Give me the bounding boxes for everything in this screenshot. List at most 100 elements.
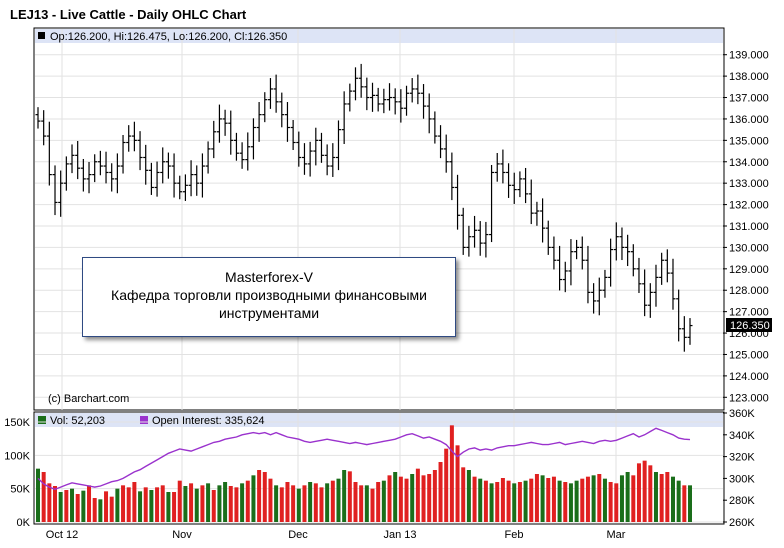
ohlc-bar bbox=[562, 261, 568, 293]
volume-bar bbox=[138, 491, 143, 522]
ohlc-bar bbox=[500, 149, 506, 184]
ohlc-bar bbox=[194, 165, 200, 196]
ohlc-bar bbox=[625, 234, 631, 267]
volume-bar bbox=[70, 488, 75, 522]
ohlc-bar bbox=[46, 121, 52, 186]
volume-bar bbox=[274, 485, 279, 522]
volume-bar bbox=[461, 467, 466, 522]
ohlc-bar bbox=[534, 201, 540, 226]
price-tick-label: 134.000 bbox=[729, 157, 769, 169]
volume-bar bbox=[455, 445, 460, 522]
volume-bar bbox=[240, 483, 245, 522]
ohlc-bar bbox=[92, 154, 98, 183]
ohlc-bar bbox=[398, 89, 404, 123]
volume-bar bbox=[143, 487, 148, 522]
price-tick-label: 138.000 bbox=[729, 71, 769, 83]
price-panel bbox=[33, 27, 725, 411]
volume-bar bbox=[540, 475, 545, 522]
ohlc-bar bbox=[670, 258, 676, 310]
volume-bar bbox=[404, 478, 409, 522]
volume-bar bbox=[370, 488, 375, 522]
volume-bar bbox=[591, 475, 596, 522]
volume-bar bbox=[585, 476, 590, 522]
price-tick-label: 131.000 bbox=[729, 221, 769, 233]
volume-bar bbox=[398, 476, 403, 522]
volume-bar bbox=[189, 483, 194, 522]
price-tick-label: 136.000 bbox=[729, 114, 769, 126]
volume-bar bbox=[563, 482, 568, 522]
volume-bar bbox=[279, 487, 284, 522]
ohlc-bar bbox=[335, 120, 341, 171]
ohlc-bar bbox=[460, 207, 466, 255]
ohlc-bar bbox=[126, 125, 132, 152]
ohlc-bar bbox=[262, 92, 268, 123]
ohlc-bar bbox=[687, 318, 693, 345]
volume-tick-label: 0K bbox=[17, 517, 31, 529]
ohlc-bar bbox=[131, 121, 137, 152]
price-tick-label: 125.000 bbox=[729, 349, 769, 361]
ohlc-bar bbox=[472, 215, 478, 248]
ohlc-bar bbox=[370, 82, 376, 112]
volume-bar bbox=[217, 485, 222, 522]
volume-bar bbox=[466, 470, 471, 522]
volume-bar bbox=[330, 480, 335, 522]
oi-tick-label: 340K bbox=[729, 430, 755, 442]
volume-bar bbox=[438, 462, 443, 522]
volume-bar bbox=[58, 492, 63, 522]
volume-bar bbox=[625, 472, 630, 522]
ohlc-bar bbox=[75, 140, 81, 180]
ohlc-bar bbox=[250, 118, 256, 160]
ohlc-bar bbox=[579, 236, 585, 270]
volume-bar bbox=[653, 472, 658, 522]
volume-bar bbox=[506, 480, 511, 522]
ohlc-bar bbox=[676, 289, 682, 342]
volume-bar bbox=[551, 476, 556, 522]
volume-bar bbox=[291, 485, 296, 522]
volume-bar bbox=[313, 483, 318, 522]
volume-bar bbox=[580, 478, 585, 522]
price-tick-label: 132.000 bbox=[729, 200, 769, 212]
volume-bar bbox=[285, 482, 290, 522]
ohlc-bar bbox=[421, 84, 427, 119]
volume-bar bbox=[342, 470, 347, 522]
x-tick-label: Oct 12 bbox=[46, 529, 78, 541]
volume-bar bbox=[234, 487, 239, 522]
ohlc-bar bbox=[41, 110, 47, 146]
volume-bar bbox=[393, 472, 398, 522]
ohlc-bar bbox=[540, 198, 546, 243]
volume-bar bbox=[500, 478, 505, 522]
volume-bar bbox=[478, 478, 483, 522]
volume-tick-label: 50K bbox=[10, 484, 30, 496]
ohlc-bar bbox=[557, 245, 563, 291]
volume-bar bbox=[64, 490, 69, 522]
ohlc-bar bbox=[148, 162, 154, 195]
ohlc-bar bbox=[86, 161, 92, 194]
volume-bar bbox=[262, 472, 267, 522]
ohlc-bar bbox=[681, 316, 687, 352]
ohlc-bar bbox=[523, 167, 529, 204]
volume-bar bbox=[381, 480, 386, 522]
volume-bar bbox=[98, 499, 103, 522]
volume-bar bbox=[81, 490, 86, 522]
volume-bar bbox=[245, 480, 250, 522]
volume-bar bbox=[364, 485, 369, 522]
volume-legend-swatch bbox=[38, 416, 46, 424]
oi-tick-label: 320K bbox=[729, 452, 755, 464]
ohlc-bar bbox=[199, 153, 205, 198]
volume-tick-label: 150K bbox=[4, 417, 30, 429]
ohlc-bar bbox=[659, 252, 665, 285]
ohlc-bar bbox=[664, 249, 670, 283]
volume-bar bbox=[568, 483, 573, 522]
volume-bar bbox=[121, 485, 126, 522]
ohlc-bar bbox=[438, 125, 444, 159]
ohlc-bar bbox=[455, 174, 461, 230]
volume-bar bbox=[359, 485, 364, 522]
ohlc-bar bbox=[137, 131, 143, 171]
ohlc-bar bbox=[330, 143, 336, 177]
ohlc-bar bbox=[171, 153, 177, 198]
volume-bar bbox=[546, 478, 551, 522]
ohlc-bar bbox=[211, 120, 217, 159]
annotation-box: Masterforex-V Кафедра торговли производн… bbox=[82, 257, 456, 337]
ohlc-bar bbox=[143, 144, 149, 185]
price-tick-label: 130.000 bbox=[729, 242, 769, 254]
